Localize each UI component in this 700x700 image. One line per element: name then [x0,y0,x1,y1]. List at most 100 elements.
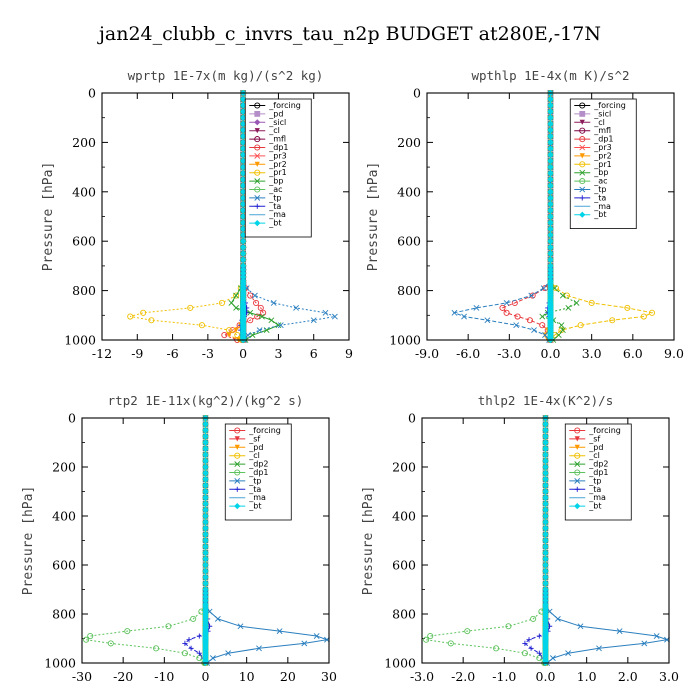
legend-entry: _bt [268,219,281,228]
y-tick-label: 400 [392,509,416,524]
data-point [198,322,206,329]
legend-entry: _pr1 [593,160,611,169]
data-point [542,427,549,434]
data-point [542,555,549,562]
legend-entry: _forcing [268,101,301,110]
data-point [202,613,209,621]
data-point [547,219,554,226]
data-point [542,476,549,483]
legend-entry: _pr3 [593,143,611,152]
series-line-dp1 [84,418,206,664]
data-point [542,531,549,538]
legend-marker [254,178,261,185]
data-point [247,292,254,299]
legend-marker [579,161,586,168]
data-point [240,256,247,263]
panel-title: wprtp 1E-7x(m kg)/(s^2 kg) [128,68,324,83]
legend-entry: _pr2 [268,160,286,169]
data-point [240,225,247,232]
data-point [202,606,209,613]
data-point [240,207,247,214]
legend-marker [579,169,586,176]
data-point [202,543,209,550]
data-point [547,188,554,195]
data-point [276,628,283,635]
data-point [559,327,566,334]
legend-marker [234,427,241,434]
legend-entry: _ta [588,485,601,494]
data-point [542,433,549,440]
data-point [240,139,247,146]
x-tick-label: -3.0 [497,346,521,361]
data-point [240,157,247,165]
data-point [526,637,532,643]
data-point [514,313,521,320]
data-point [547,256,554,263]
data-point [270,300,277,306]
data-point [542,451,549,458]
legend-entry: _ma [588,493,606,502]
legend-entry: _ac [593,177,607,186]
x-tick-label: 10 [239,669,255,684]
panel-title: wpthlp 1E-4x(m K)/s^2 [471,68,629,83]
series-line-tp [452,93,551,341]
legend-entry: _dp1 [593,135,613,144]
legend-marker [579,144,586,151]
legend-entry: _dp2 [248,460,268,469]
data-point [190,615,197,622]
y-tick-label: 800 [397,283,421,298]
data-point [228,300,235,306]
data-point [202,439,209,446]
data-point [214,615,221,622]
legend: _forcing_sf_pd_cl_dp2_dp1_tp_ta_ma_bt [564,423,632,521]
data-point [240,108,247,115]
data-point [225,650,232,657]
data-point [140,309,147,316]
x-tick-label: -12 [92,346,112,361]
data-point [493,645,500,652]
panel-2: wpthlp 1E-4x(m K)/s^2 Pressure [hPa] 0 200 4… [366,68,684,361]
data-point [240,283,247,290]
data-point [202,549,209,556]
data-point [240,164,247,171]
data-point [624,304,631,311]
data-point [240,270,247,277]
data-point [447,640,454,647]
data-point [251,292,258,299]
data-point [547,266,554,273]
data-point [536,650,542,656]
data-point [240,114,247,121]
data-point [499,304,506,311]
data-point [148,317,155,324]
data-point [542,525,549,532]
data-point [277,322,284,329]
series-line-pr1 [130,93,244,341]
data-point [256,327,263,334]
data-point [547,207,554,214]
x-tick-label: -9 [131,346,143,361]
data-point [547,238,554,245]
data-point [616,628,623,635]
data-point [596,645,602,652]
data-point [240,102,247,109]
series-line-ta [184,418,211,664]
data-point [202,427,209,434]
data-point [640,313,647,320]
x-tick-label: 30 [321,669,337,684]
y-tick-label: 0 [408,411,416,426]
data-point [503,309,510,316]
data-point [542,500,549,507]
legend-marker [579,178,586,185]
legend-marker [574,452,581,459]
y-tick-label: 400 [72,184,96,199]
legend-entry: _forcing [248,426,281,435]
data-point [202,597,209,604]
legend-entry: _cl [268,126,280,135]
data-point [565,304,572,311]
legend-entry: _sf [248,434,260,443]
data-point [221,332,228,339]
data-point [577,322,584,329]
data-point [226,332,232,338]
legend-marker [254,128,260,134]
legend-marker [254,111,261,117]
